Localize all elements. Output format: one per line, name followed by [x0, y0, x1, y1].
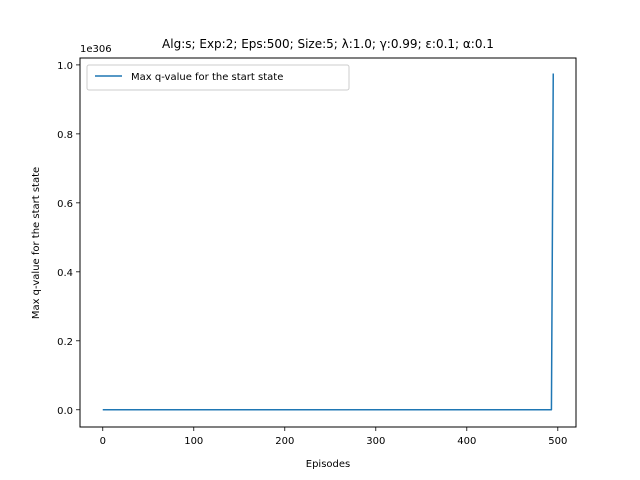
x-tick-label: 100 — [184, 436, 203, 447]
x-tick-label: 0 — [100, 436, 106, 447]
x-axis-label: Episodes — [306, 459, 350, 470]
chart-title: Alg:s; Exp:2; Eps:500; Size:5; λ:1.0; γ:… — [162, 37, 494, 51]
x-tick-label: 200 — [275, 436, 294, 447]
legend: Max q-value for the start state — [86, 64, 350, 91]
y-tick-label: 0.8 — [57, 130, 73, 141]
y-axis-label: Max q-value for the start state — [31, 167, 42, 319]
x-tick-label: 300 — [366, 436, 385, 447]
y-tick-label: 0.0 — [57, 406, 73, 417]
y-axis-offset-text: 1e306 — [80, 44, 112, 55]
legend-box — [86, 64, 350, 91]
y-tick-label: 1.0 — [57, 61, 73, 72]
series-group — [102, 73, 554, 411]
y-axis-ticks: 0.0 0.2 0.4 0.6 0.8 1.0 — [57, 61, 80, 417]
axes-frame — [79, 57, 577, 428]
y-tick-label: 0.4 — [57, 268, 73, 279]
y-tick-label: 0.6 — [57, 199, 73, 210]
x-axis-ticks: 0 100 200 300 400 500 — [100, 427, 567, 447]
legend-entry-label: Max q-value for the start state — [131, 72, 283, 83]
x-tick-label: 500 — [548, 436, 567, 447]
series-line — [102, 73, 554, 411]
y-tick-label: 0.2 — [57, 337, 73, 348]
x-tick-label: 400 — [457, 436, 476, 447]
